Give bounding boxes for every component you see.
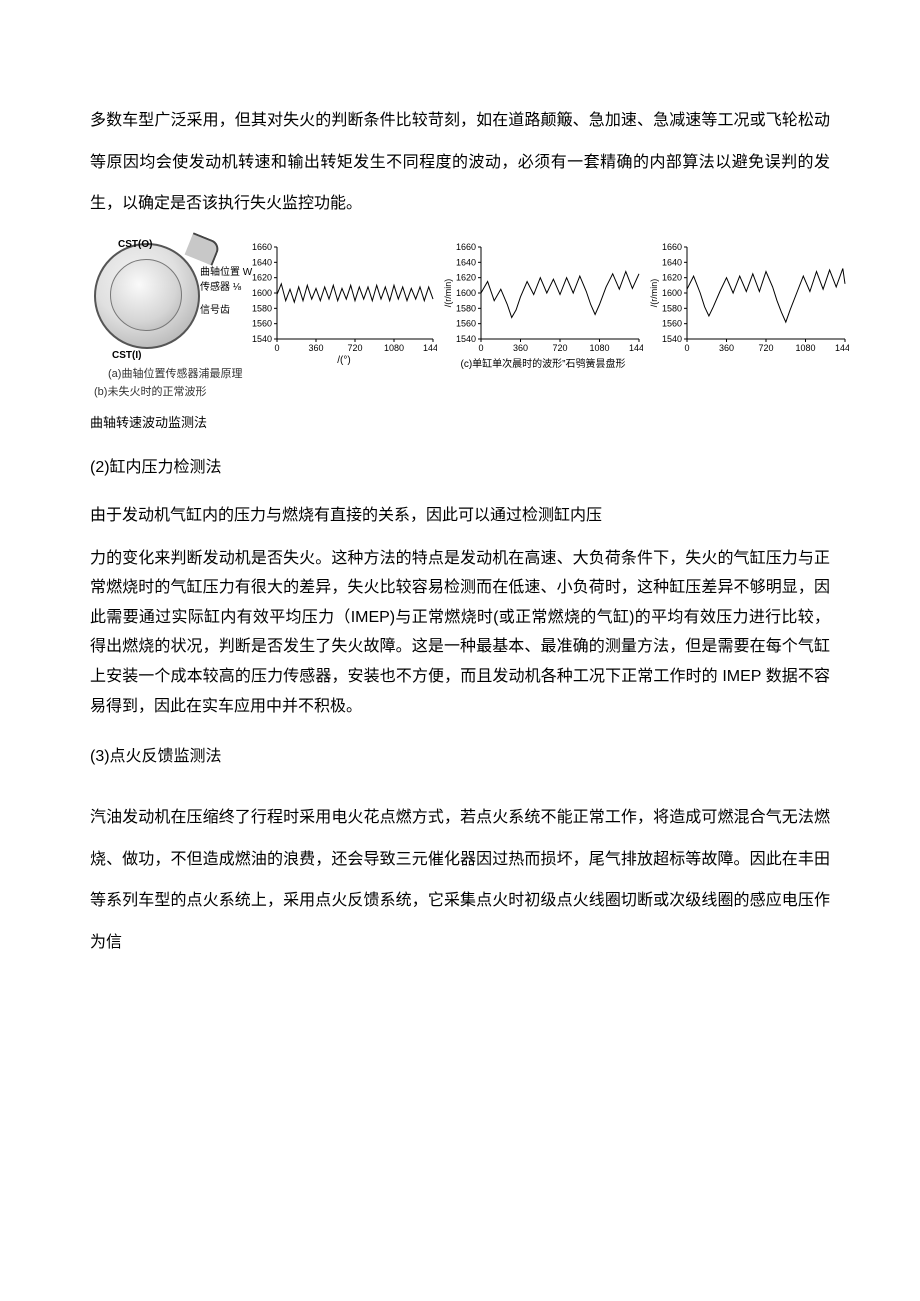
paragraph-2b: 力的变化来判断发动机是否失火。这种方法的特点是发动机在高速、大负荷条件下，失火的… [90,544,830,722]
svg-text:1640: 1640 [456,257,476,267]
svg-text:360: 360 [308,343,323,353]
svg-text:1580: 1580 [662,303,682,313]
sensor-arm-icon [185,232,222,265]
svg-text:/(r/min): /(r/min) [649,279,659,308]
svg-text:1600: 1600 [662,288,682,298]
cst-i-label: CST(I) [112,350,141,361]
svg-text:1080: 1080 [384,343,404,353]
flywheel-diagram: CST(O) CST(I) [94,243,196,345]
figure-main-caption: 曲轴转速波动监测法 [90,413,830,434]
svg-text:1580: 1580 [456,303,476,313]
svg-text:1540: 1540 [456,334,476,344]
svg-text:1540: 1540 [662,334,682,344]
svg-text:360: 360 [513,343,528,353]
label-sensor: 传感器 ⅛ [200,280,260,295]
svg-text:1660: 1660 [252,243,272,252]
svg-text:720: 720 [347,343,362,353]
paragraph-1: 多数车型广泛采用，但其对失火的判断条件比较苛刻，如在道路颠簸、急加速、急减速等工… [90,100,830,225]
svg-text:1660: 1660 [662,243,682,252]
chart-b-svg: 1540156015801600162016401660036072010801… [251,243,437,355]
svg-text:1620: 1620 [662,272,682,282]
svg-text:/(r/min): /(r/min) [443,279,453,308]
svg-text:0: 0 [684,343,689,353]
svg-text:0: 0 [478,343,483,353]
panel-c-caption: (c)单缸单次晨时的波形”石鸮簧昙盘形 [443,355,643,370]
figure-panel-a: CST(O) CST(I) 曲轴位置 W 传感器 ⅛ 信号齿 (a)曲轴位置传感… [90,243,245,381]
label-signal-tooth: 信号齿 [200,303,260,318]
svg-text:1080: 1080 [589,343,609,353]
svg-text:720: 720 [758,343,773,353]
svg-text:1080: 1080 [795,343,815,353]
panel-b-caption: (b)未失火时的正常波形 [94,383,830,399]
svg-text:1440: 1440 [835,343,849,353]
heading-method-2: (2)缸内压力检测法 [90,452,830,484]
paragraph-3: 汽油发动机在压缩终了行程时采用电火花点燃方式，若点火系统不能正常工作，将造成可燃… [90,797,830,963]
cst-o-label: CST(O) [118,239,152,250]
svg-text:1540: 1540 [252,334,272,344]
svg-text:0: 0 [274,343,279,353]
panel-a-caption: (a)曲轴位置传感器浦最原理 [90,365,245,381]
panel-b-xlabel: /(°) [251,355,437,366]
figure-panel-d: 1540 1560 1580 1600 1620 1640 1660 0 360 720 1080 1… [649,243,849,355]
label-crank-pos: 曲轴位置 W [200,265,260,280]
paragraph-2a: 由于发动机气缸内的压力与燃烧有直接的关系，因此可以通过检测缸内压 [90,500,830,532]
svg-text:1560: 1560 [662,318,682,328]
svg-text:360: 360 [719,343,734,353]
chart-d-svg: 1540 1560 1580 1600 1620 1640 1660 0 360 720 1080 1… [649,243,849,355]
panel-a-side-labels: 曲轴位置 W 传感器 ⅛ 信号齿 [200,265,260,318]
heading-method-3: (3)点火反馈监测法 [90,741,830,773]
figure-panel-c: 1540 1560 1580 1600 1620 1640 1660 0 360 720 1080 1… [443,243,643,370]
chart-c-svg: 1540 1560 1580 1600 1620 1640 1660 0 360 720 1080 1… [443,243,643,355]
svg-text:1620: 1620 [456,272,476,282]
svg-text:1440: 1440 [423,343,437,353]
svg-text:1640: 1640 [662,257,682,267]
flywheel-inner [110,259,182,331]
svg-text:1560: 1560 [456,318,476,328]
svg-text:1560: 1560 [252,318,272,328]
svg-text:1600: 1600 [456,288,476,298]
figure-panel-b: 1540156015801600162016401660036072010801… [251,243,437,366]
svg-text:1660: 1660 [456,243,476,252]
figure-row: CST(O) CST(I) 曲轴位置 W 传感器 ⅛ 信号齿 (a)曲轴位置传感… [90,243,830,381]
svg-text:720: 720 [552,343,567,353]
svg-text:1440: 1440 [629,343,643,353]
